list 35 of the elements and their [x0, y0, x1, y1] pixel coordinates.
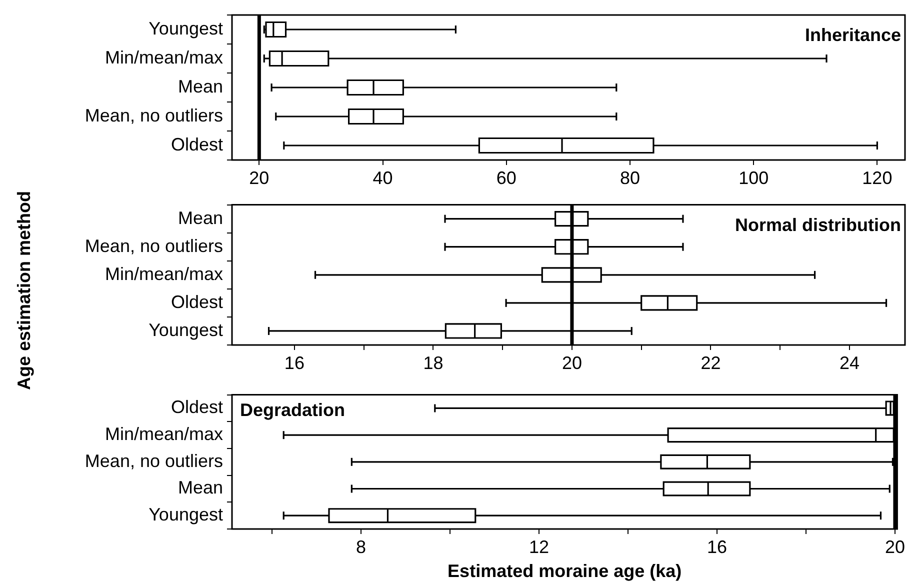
y-tick-label: Oldest — [170, 397, 223, 418]
x-tick-label: 12 — [529, 536, 550, 557]
y-tick-label: Mean, no outliers — [84, 450, 223, 471]
x-tick-label: 20 — [249, 168, 270, 188]
x-tick-label: 16 — [706, 536, 728, 557]
x-axis-title: Estimated moraine age (ka) — [448, 561, 682, 582]
x-tick-label: 120 — [862, 168, 892, 188]
x-tick-label: 18 — [423, 352, 444, 373]
y-tick-label: Youngest — [148, 320, 223, 340]
x-tick-label: 20 — [562, 352, 582, 373]
y-tick-label: Mean, no outliers — [84, 236, 223, 256]
y-tick-label: Youngest — [148, 504, 223, 525]
x-tick-label: 16 — [284, 352, 304, 373]
y-axis-title: Age estimation method — [14, 190, 36, 390]
y-tick-label: Mean — [178, 208, 223, 228]
y-tick-label: Oldest — [170, 292, 223, 312]
x-tick-label: 20 — [884, 536, 905, 557]
y-tick-label: Mean — [178, 478, 223, 498]
x-tick-label: 8 — [356, 536, 366, 557]
y-tick-label: Mean, no outliers — [84, 105, 223, 126]
text: Inheritance — [804, 24, 901, 45]
x-tick-label: 100 — [738, 168, 769, 188]
chart-title: Degradation — [240, 400, 346, 420]
y-tick-label: Min/mean/max — [104, 264, 223, 284]
x-tick-label: 24 — [839, 352, 860, 373]
text: Normal distribution — [735, 214, 901, 235]
x-tick-label: 22 — [700, 352, 721, 373]
y-tick-label: Mean — [178, 76, 223, 96]
y-tick-label: Min/mean/max — [104, 424, 223, 444]
x-tick-label: 60 — [496, 168, 516, 188]
x-tick-label: 40 — [372, 168, 393, 188]
y-tick-label: Min/mean/max — [104, 47, 223, 68]
x-tick-label: 80 — [620, 168, 640, 188]
y-tick-label: Oldest — [170, 134, 223, 154]
y-tick-label: Youngest — [148, 18, 223, 38]
